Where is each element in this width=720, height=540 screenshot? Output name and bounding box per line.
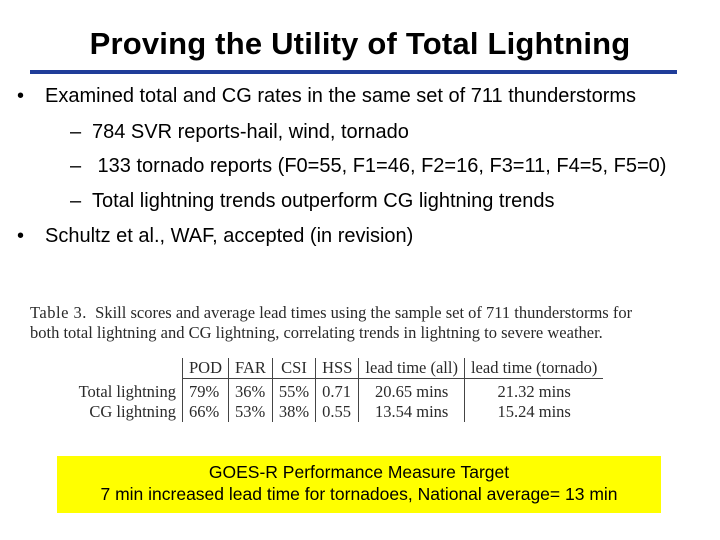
bullet-text: Total lightning trends outperform CG lig… <box>92 190 555 212</box>
table-header-cell: FAR <box>228 358 273 379</box>
sub-bullet-item: – 133 tornado reports (F0=55, F1=46, F2=… <box>70 154 666 178</box>
table-cell: 0.55 <box>315 402 359 422</box>
table-row: Total lightning 79% 36% 55% 0.71 20.65 m… <box>30 378 604 402</box>
table-header-cell: HSS <box>315 358 359 379</box>
skill-table-figure: Table 3. Skill scores and average lead t… <box>30 303 698 422</box>
table-header-cell <box>30 358 183 379</box>
table-row-name: CG lightning <box>89 402 176 421</box>
table-cell: 79% <box>181 378 229 402</box>
table-header-cell: lead time (all) <box>358 358 465 379</box>
table-caption-text: Skill scores and average lead times usin… <box>95 303 633 322</box>
table-cell: 36% <box>228 378 273 402</box>
table-row: CG lightning 66% 53% 38% 0.55 13.54 mins… <box>30 402 604 422</box>
target-line-1: GOES-R Performance Measure Target <box>208 462 510 482</box>
table-cell: 53% <box>228 402 273 422</box>
performance-target-box: GOES-R Performance Measure Target 7 min … <box>57 456 661 513</box>
bullet-mark: – <box>70 121 82 143</box>
table-header-cell: POD <box>181 358 229 379</box>
table-caption-label: Table 3. <box>30 303 87 322</box>
sub-bullet-item: – Total lightning trends outperform CG li… <box>70 189 554 213</box>
table-row-name: Total lightning <box>78 381 176 401</box>
table-header-row: POD FAR CSI HSS lead time (all) lead tim… <box>30 358 604 379</box>
title-underline <box>30 70 677 74</box>
table-cell: 20.65 mins <box>358 378 465 402</box>
table-header-cell: CSI <box>271 358 316 379</box>
table-cell: 55% <box>271 378 316 402</box>
skill-score-table: POD FAR CSI HSS lead time (all) lead tim… <box>30 358 604 422</box>
slide-title: Proving the Utility of Total Lightning <box>89 26 631 61</box>
table-cell: 13.54 mins <box>358 402 465 422</box>
bullet-item: • Schultz et al., WAF, accepted (in revis… <box>17 224 413 248</box>
table-cell: 38% <box>271 402 316 422</box>
bullet-text: 784 SVR reports-hail, wind, tornado <box>92 121 409 143</box>
table-cell: 0.71 <box>315 378 359 402</box>
target-line-2: 7 min increased lead time for tornadoes,… <box>100 484 618 504</box>
bullet-mark: • <box>17 225 25 247</box>
bullet-text: Examined total and CG rates in the same … <box>45 85 637 107</box>
table-header-cell: lead time (tornado) <box>463 358 604 379</box>
table-cell: 21.32 mins <box>463 378 604 402</box>
bullet-mark: • <box>17 85 25 107</box>
table-cell: 15.24 mins <box>463 402 604 422</box>
bullet-mark: – <box>70 155 82 177</box>
bullet-item: • Examined total and CG rates in the same… <box>17 84 636 108</box>
table-caption-line-1: Table 3. Skill scores and average lead t… <box>30 303 698 323</box>
table-cell: 66% <box>181 402 229 422</box>
bullet-mark: – <box>70 190 82 212</box>
table-caption-line-2: both total lightning and CG lightning, c… <box>30 323 603 342</box>
bullet-text: Schultz et al., WAF, accepted (in revisi… <box>45 225 414 247</box>
bullet-text: 133 tornado reports (F0=55, F1=46, F2=16… <box>92 155 667 177</box>
sub-bullet-item: –784 SVR reports-hail, wind, tornado <box>70 120 409 144</box>
